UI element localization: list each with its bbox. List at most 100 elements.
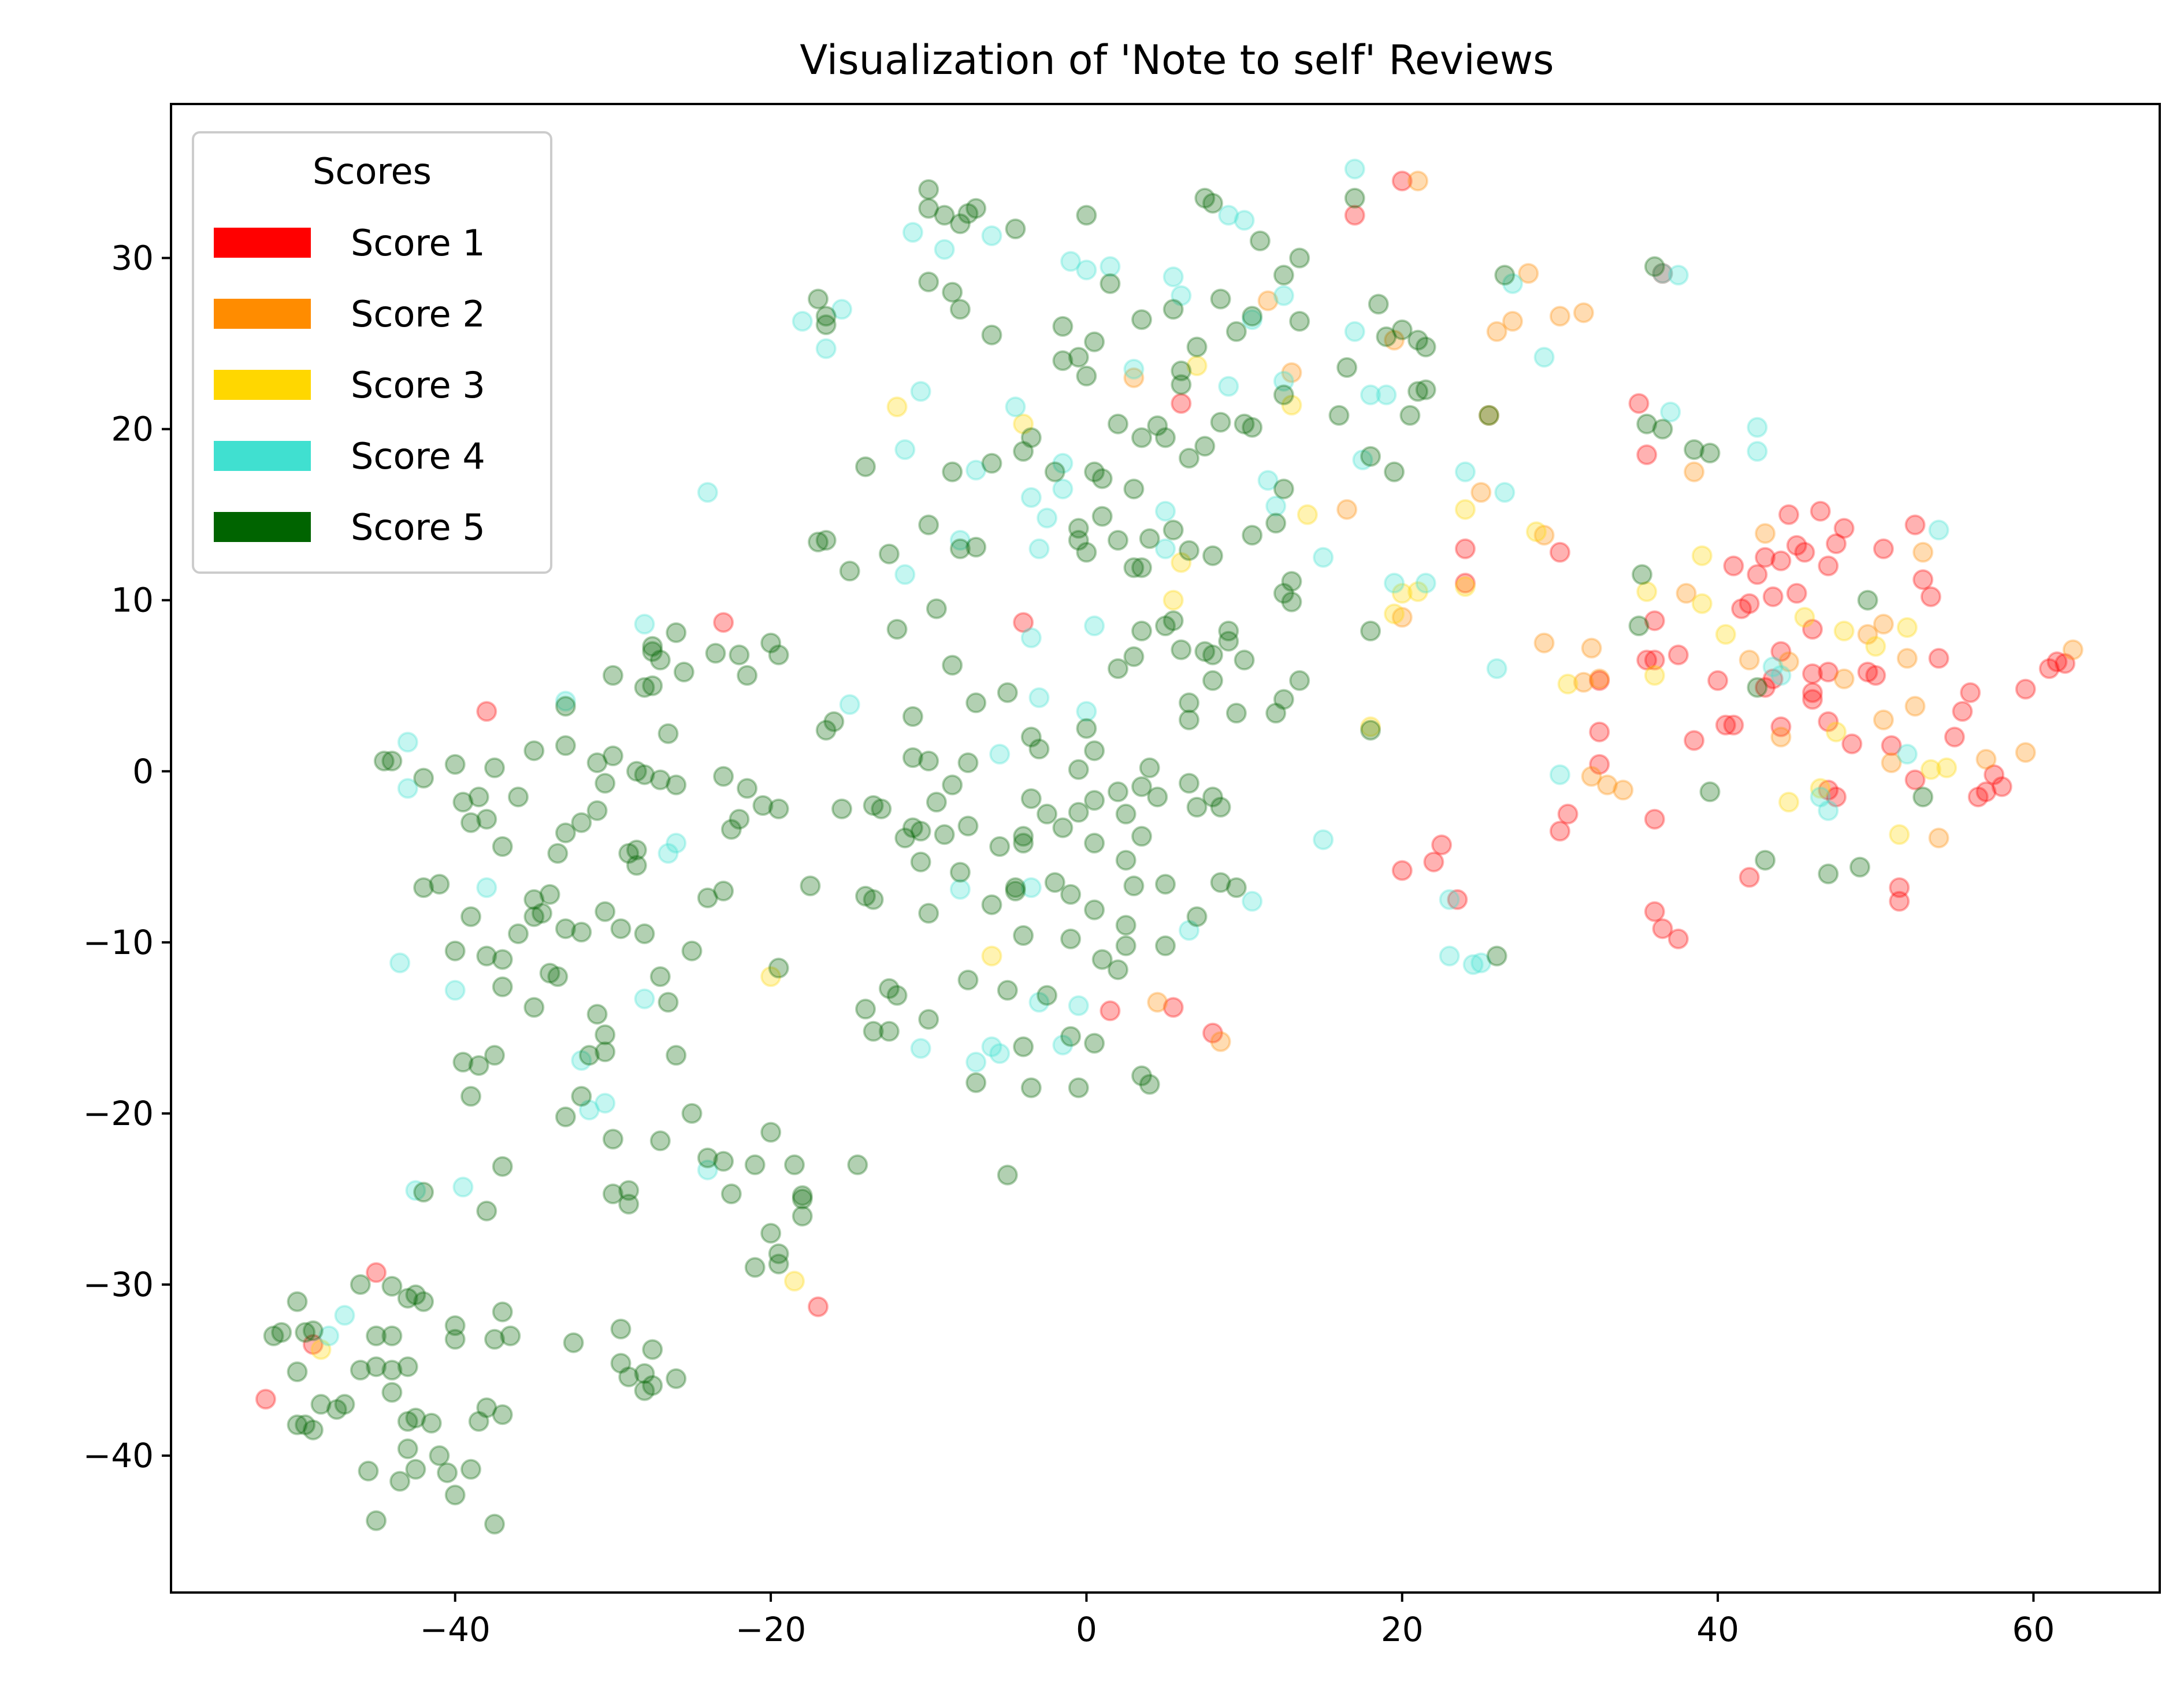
point-series-1-21: [1549, 821, 1570, 842]
point-series-1-19: [1455, 573, 1476, 594]
point-series-4-81: [965, 1052, 987, 1073]
point-series-5-31: [626, 855, 647, 876]
point-series-5-287: [1076, 365, 1097, 387]
point-series-5-74: [720, 1183, 742, 1205]
y-axis: −40 −30 −20 −10 0 10 20 30: [83, 238, 171, 1475]
point-series-5-359: [1407, 329, 1429, 351]
point-series-5-170: [1005, 877, 1026, 899]
point-series-4-4: [934, 239, 955, 260]
point-series-5-92: [413, 1291, 434, 1312]
point-series-5-237: [1013, 833, 1034, 854]
point-series-1-85: [1975, 781, 1997, 803]
point-series-5-143: [271, 1322, 292, 1343]
point-series-5-124: [389, 1471, 411, 1492]
point-series-5-270: [1123, 557, 1145, 578]
point-series-4-78: [910, 1038, 931, 1059]
point-series-5-256: [1179, 692, 1199, 714]
point-series-4-72: [949, 879, 971, 900]
point-series-1-22: [1557, 803, 1578, 825]
point-series-5-218: [839, 561, 860, 582]
point-series-3-11: [1297, 504, 1318, 525]
point-series-5-82: [744, 1257, 766, 1278]
point-series-5-151: [878, 1020, 900, 1042]
point-series-1-77: [1904, 769, 1926, 790]
point-series-5-346: [1076, 205, 1097, 226]
point-series-4-68: [1076, 701, 1097, 722]
point-series-4-24: [1155, 538, 1176, 559]
legend-label: Score 3: [351, 364, 485, 406]
point-series-2-37: [1975, 749, 1997, 770]
point-series-5-226: [871, 798, 892, 819]
point-series-5-72: [697, 1147, 718, 1168]
point-series-5-86: [460, 1086, 481, 1107]
point-series-5-167: [1084, 899, 1105, 920]
point-series-5-21: [539, 884, 560, 905]
point-series-5-257: [1265, 703, 1287, 724]
point-series-4-40: [1376, 384, 1397, 406]
point-series-5-264: [1273, 478, 1294, 500]
point-series-5-375: [1849, 856, 1870, 878]
point-series-5-15: [476, 945, 497, 967]
x-tick-label: 40: [1696, 1610, 1739, 1649]
point-series-1-71: [1865, 665, 1886, 686]
point-series-5-324: [965, 198, 987, 219]
point-series-5-323: [949, 213, 971, 235]
point-series-5-326: [1005, 218, 1026, 240]
point-series-5-316: [1052, 315, 1074, 337]
point-series-5-284: [949, 538, 971, 559]
point-series-3-14: [1391, 582, 1413, 604]
legend-entries: Score 1 Score 2 Score 3 Score 4 Score 5: [214, 222, 485, 548]
point-series-5-180: [918, 903, 939, 924]
point-series-4-8: [831, 299, 852, 320]
point-series-4-82: [666, 833, 687, 854]
point-series-4-19: [1060, 251, 1082, 272]
point-series-5-73: [713, 1150, 734, 1172]
point-series-5-250: [1218, 621, 1239, 641]
point-series-4-2: [902, 222, 923, 243]
point-series-1-17: [1447, 889, 1468, 910]
point-series-5-47: [649, 769, 671, 790]
point-series-4-37: [1344, 321, 1365, 342]
point-series-2-6: [1391, 607, 1413, 628]
point-series-4-59: [1415, 573, 1436, 594]
point-series-5-177: [910, 851, 931, 873]
point-series-1-61: [1810, 500, 1831, 522]
point-series-2-32: [1881, 752, 1902, 773]
point-series-5-360: [1415, 336, 1436, 358]
point-series-4-76: [1068, 995, 1089, 1016]
point-series-5-195: [1139, 757, 1160, 778]
point-series-4-29: [1234, 210, 1255, 231]
point-series-1-59: [1802, 682, 1823, 703]
point-series-5-128: [397, 1411, 418, 1432]
point-series-5-339: [649, 649, 671, 671]
point-series-5-12: [460, 812, 481, 833]
y-tick-label: −40: [83, 1436, 154, 1475]
point-series-2-27: [1778, 651, 1799, 673]
point-series-5-148: [863, 1020, 884, 1042]
point-series-5-59: [586, 1004, 608, 1025]
point-series-5-214: [886, 619, 908, 640]
point-series-4-57: [1486, 658, 1507, 680]
point-series-5-272: [1108, 530, 1128, 551]
point-series-5-205: [1155, 935, 1176, 956]
point-series-3-16: [1455, 499, 1476, 520]
point-series-1-28: [1636, 649, 1658, 671]
point-series-1-33: [1652, 918, 1673, 940]
point-series-5-54: [571, 922, 592, 943]
point-series-5-260: [1281, 571, 1302, 592]
point-series-3-27: [1826, 721, 1847, 743]
point-series-5-112: [642, 1375, 663, 1396]
point-series-5-29: [618, 842, 640, 864]
point-series-5-55: [547, 966, 569, 988]
point-series-4-45: [1652, 263, 1673, 284]
point-series-5-352: [1360, 446, 1381, 467]
point-series-4-75: [1020, 877, 1042, 899]
point-series-1-91: [2055, 653, 2076, 674]
point-series-5-49: [626, 760, 647, 782]
point-series-5-101: [444, 1315, 466, 1337]
point-series-5-335: [768, 644, 789, 666]
point-series-2-38: [2015, 742, 2036, 763]
point-series-5-302: [1273, 384, 1294, 406]
point-series-5-117: [468, 1411, 489, 1432]
point-series-1-68: [1833, 518, 1855, 539]
